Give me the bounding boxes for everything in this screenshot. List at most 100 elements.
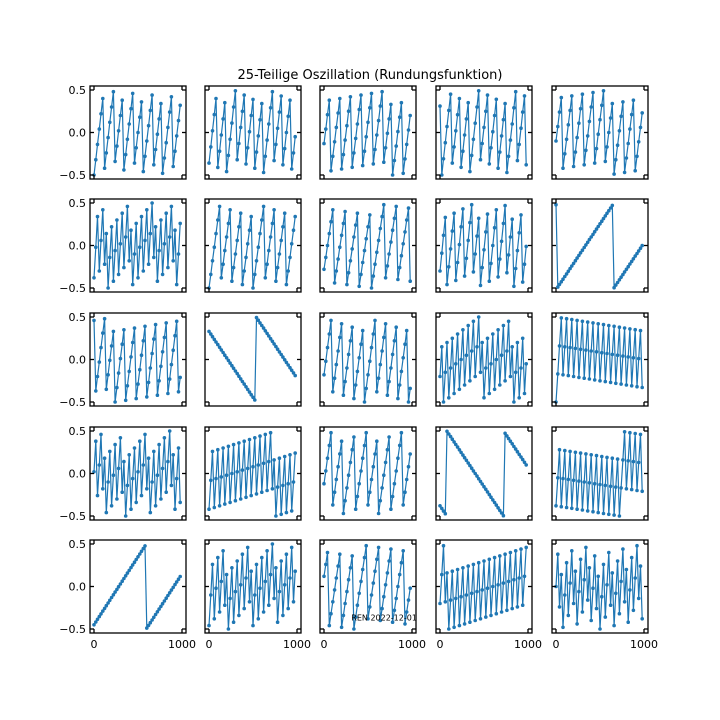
data-point (464, 593, 469, 597)
data-point (475, 474, 479, 478)
data-point (397, 572, 402, 577)
data-point (134, 396, 138, 401)
data-point (174, 476, 179, 481)
data-point (364, 236, 369, 241)
data-point (520, 457, 525, 462)
data-point (591, 586, 595, 590)
data-point (450, 161, 455, 165)
data-point (626, 264, 630, 269)
data-point (174, 134, 179, 138)
data-point (217, 204, 222, 209)
data-point (585, 240, 590, 245)
data-point (461, 207, 465, 211)
data-point (578, 251, 583, 255)
data-point (123, 514, 128, 518)
data-point (389, 547, 393, 551)
data-point (138, 439, 142, 444)
data-point (584, 243, 588, 247)
data-point (162, 335, 167, 340)
y-tick-label: 0.0 (69, 240, 87, 253)
data-point (640, 111, 644, 115)
data-point (115, 385, 119, 390)
data-point (464, 353, 469, 358)
data-point (404, 328, 409, 333)
data-point (178, 103, 182, 108)
data-point (261, 204, 266, 209)
data-point (383, 460, 388, 465)
data-point (106, 135, 110, 140)
data-point (487, 492, 492, 497)
data-point (277, 350, 282, 354)
data-point (559, 280, 564, 284)
data-point (580, 319, 585, 324)
data-point (559, 95, 564, 100)
data-point (573, 569, 578, 573)
data-point (360, 328, 365, 333)
data-point (592, 554, 597, 558)
data-point (221, 446, 225, 450)
data-point (403, 342, 407, 347)
data-point (396, 277, 400, 282)
data-point (564, 272, 569, 276)
data-point (111, 593, 116, 597)
data-point (617, 325, 622, 330)
data-point (396, 129, 400, 134)
data-point (406, 598, 411, 602)
data-point (524, 463, 528, 467)
data-point (624, 383, 629, 387)
data-point (233, 369, 238, 373)
data-point (102, 606, 107, 611)
data-point (440, 572, 444, 577)
data-point (640, 243, 644, 248)
data-point (396, 396, 400, 401)
data-point (403, 490, 407, 495)
data-point (272, 342, 276, 346)
data-point (343, 498, 347, 503)
data-point (487, 162, 492, 166)
data-point (270, 89, 275, 94)
data-point (403, 157, 407, 161)
data-point (492, 500, 497, 505)
data-point (466, 100, 471, 105)
data-point (380, 89, 384, 94)
data-point (394, 144, 399, 148)
data-point (441, 233, 446, 238)
data-point (408, 113, 413, 118)
data-point (274, 514, 278, 518)
data-point (498, 554, 502, 558)
data-point (608, 380, 613, 385)
data-point (289, 368, 294, 373)
data-point (109, 344, 114, 348)
data-point (332, 490, 337, 495)
data-point (223, 353, 227, 358)
data-point (561, 373, 565, 377)
data-point (466, 238, 471, 243)
data-point (373, 147, 377, 152)
data-point (563, 345, 567, 349)
data-point (160, 466, 165, 471)
data-point (346, 352, 351, 357)
data-point (336, 257, 340, 261)
data-point (571, 478, 576, 483)
data-point (454, 442, 458, 447)
data-point (125, 483, 130, 488)
x-tick-label: 1000 (283, 638, 311, 651)
data-point (489, 261, 493, 266)
data-point (506, 579, 511, 584)
data-point (247, 228, 252, 232)
data-point (478, 479, 483, 484)
data-point (159, 604, 163, 609)
data-point (141, 463, 146, 467)
data-point (221, 262, 225, 267)
axes-frame (435, 426, 533, 521)
data-point (339, 233, 344, 238)
data-point (288, 98, 292, 102)
data-point (148, 620, 153, 625)
data-point (447, 265, 451, 269)
subplot-25: 0 1000 (551, 539, 658, 651)
data-point (631, 98, 636, 102)
data-point (99, 612, 103, 616)
series-line (555, 203, 643, 290)
data-point (265, 488, 269, 493)
data-point (636, 356, 641, 361)
